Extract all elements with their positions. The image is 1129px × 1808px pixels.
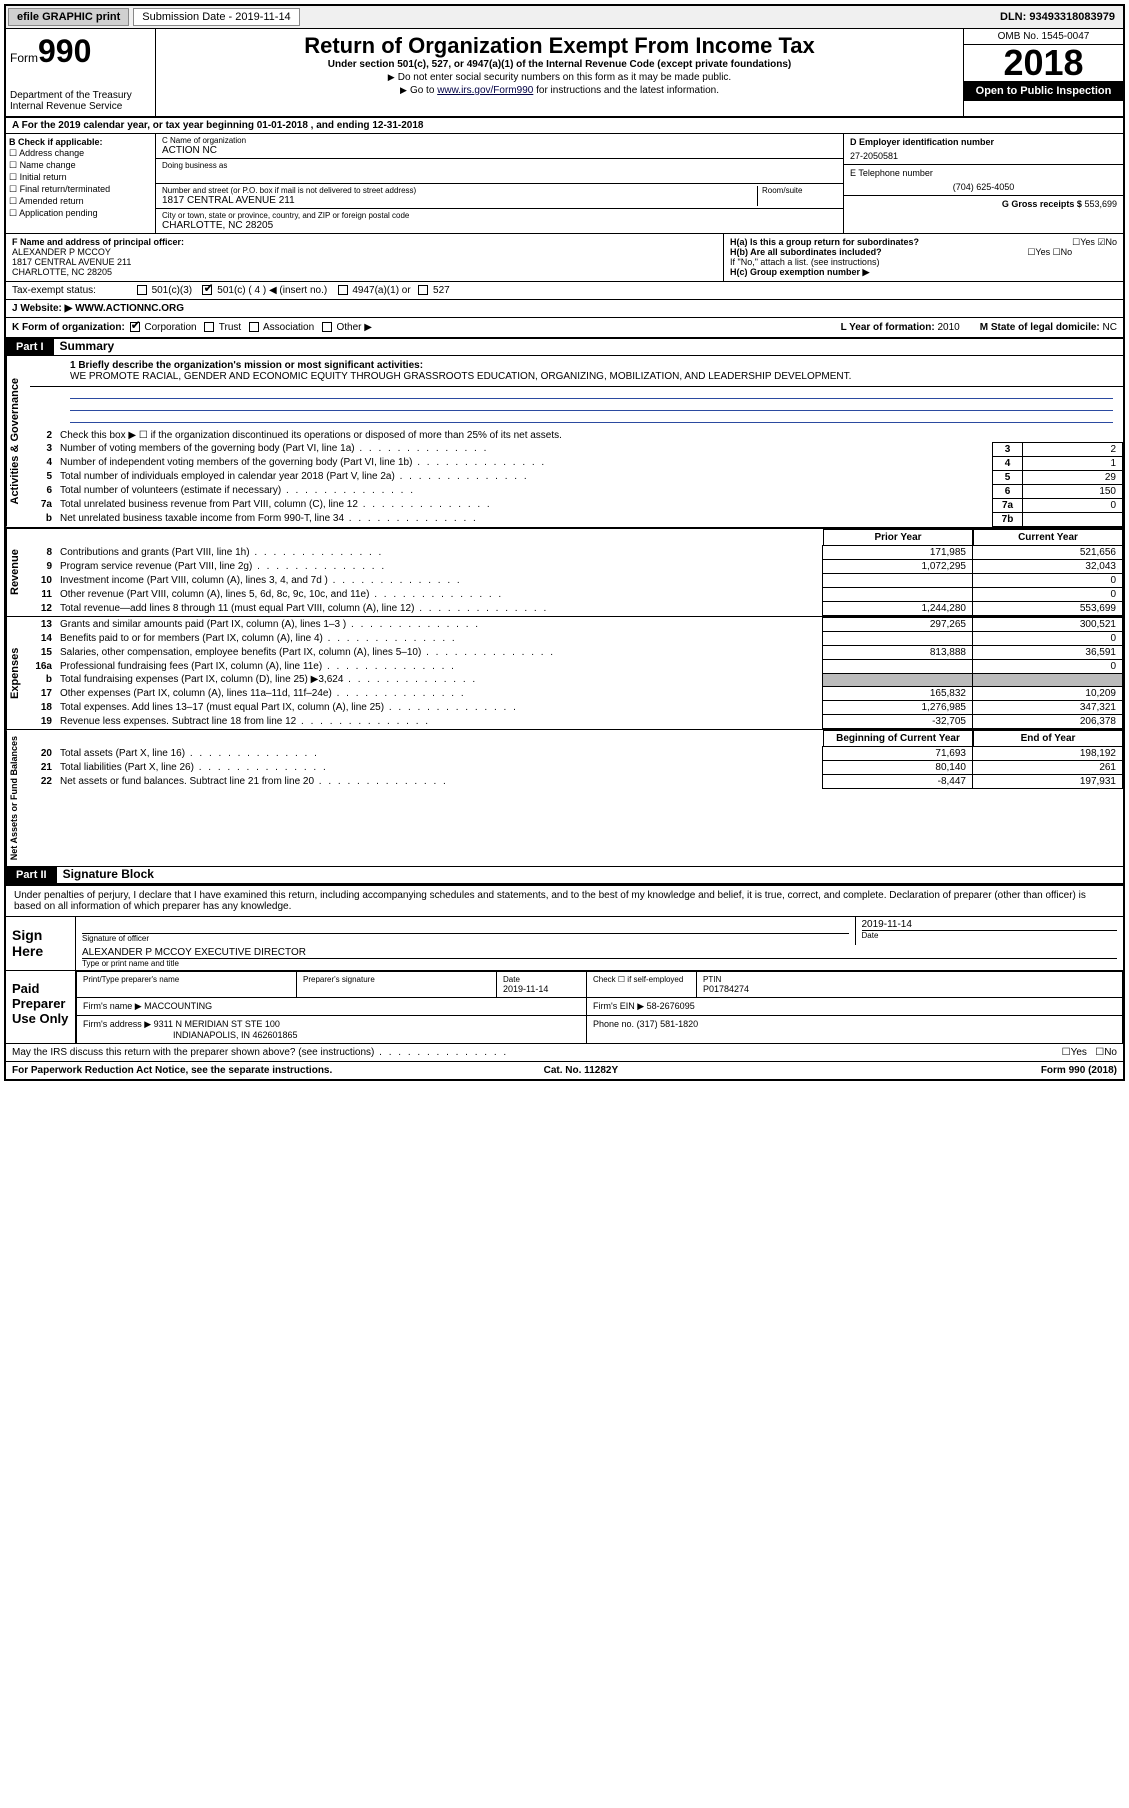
- form-of-org-row: K Form of organization: Corporation Trus…: [6, 318, 1123, 339]
- officer-signature[interactable]: Signature of officer: [76, 917, 856, 945]
- website-row: J Website: ▶ WWW.ACTIONNC.ORG: [6, 300, 1123, 318]
- chk-corporation[interactable]: [130, 322, 140, 332]
- table-row: 6Total number of volunteers (estimate if…: [30, 484, 1123, 498]
- expenses-label: Expenses: [6, 617, 30, 729]
- table-row: 9Program service revenue (Part VIII, lin…: [30, 559, 1123, 573]
- chk-527[interactable]: [418, 285, 428, 295]
- paid-preparer-label: Paid Preparer Use Only: [6, 971, 76, 1043]
- part-2-header: Part IISignature Block: [6, 867, 1123, 884]
- irs-link[interactable]: www.irs.gov/Form990: [437, 85, 533, 96]
- preparer-table: Print/Type preparer's name Preparer's si…: [76, 971, 1123, 1043]
- instruction-line-1: Do not enter social security numbers on …: [164, 72, 955, 83]
- table-row: 16aProfessional fundraising fees (Part I…: [30, 659, 1123, 673]
- table-row: 3Number of voting members of the governi…: [30, 442, 1123, 456]
- table-row: 20Total assets (Part X, line 16)71,69319…: [30, 746, 1123, 760]
- table-row: 18Total expenses. Add lines 13–17 (must …: [30, 700, 1123, 714]
- org-name-cell: C Name of organization ACTION NC: [156, 134, 843, 159]
- phone-cell: E Telephone number (704) 625-4050: [844, 165, 1123, 196]
- chk-address-change[interactable]: ☐ Address change: [9, 148, 152, 159]
- instruction-line-2: Go to www.irs.gov/Form990 for instructio…: [164, 85, 955, 96]
- chk-name-change[interactable]: ☐ Name change: [9, 160, 152, 171]
- dba-cell: Doing business as: [156, 159, 843, 184]
- table-row: 10Investment income (Part VIII, column (…: [30, 573, 1123, 587]
- form-subtitle: Under section 501(c), 527, or 4947(a)(1)…: [164, 59, 955, 70]
- form-number: Form990: [10, 33, 151, 70]
- chk-501c[interactable]: [202, 285, 212, 295]
- chk-pending[interactable]: ☐ Application pending: [9, 208, 152, 219]
- chk-4947[interactable]: [338, 285, 348, 295]
- netassets-table: 20Total assets (Part X, line 16)71,69319…: [30, 746, 1123, 789]
- efile-button[interactable]: efile GRAPHIC print: [8, 8, 129, 26]
- table-row: 12Total revenue—add lines 8 through 11 (…: [30, 601, 1123, 615]
- table-row: 8Contributions and grants (Part VIII, li…: [30, 545, 1123, 559]
- tax-year: 2018: [964, 45, 1123, 81]
- table-row: 2Check this box ▶ ☐ if the organization …: [30, 429, 1123, 442]
- ein-cell: D Employer identification number 27-2050…: [844, 134, 1123, 165]
- table-row: bNet unrelated business taxable income f…: [30, 512, 1123, 526]
- end-year-hdr: End of Year: [973, 730, 1123, 746]
- gross-receipts: G Gross receipts $ 553,699: [844, 196, 1123, 212]
- table-row: 22Net assets or fund balances. Subtract …: [30, 774, 1123, 788]
- table-row: 19Revenue less expenses. Subtract line 1…: [30, 714, 1123, 728]
- section-b-checkboxes: B Check if applicable: ☐ Address change …: [6, 134, 156, 233]
- chk-final-return[interactable]: ☐ Final return/terminated: [9, 184, 152, 195]
- dept-treasury: Department of the Treasury Internal Reve…: [10, 90, 151, 112]
- public-inspection: Open to Public Inspection: [964, 81, 1123, 101]
- table-row: 17Other expenses (Part IX, column (A), l…: [30, 686, 1123, 700]
- dln-label: DLN: 93493318083979: [1000, 11, 1121, 23]
- prior-year-hdr: Prior Year: [823, 529, 973, 545]
- table-row: bTotal fundraising expenses (Part IX, co…: [30, 673, 1123, 686]
- chk-trust[interactable]: [204, 322, 214, 332]
- tax-exempt-status: Tax-exempt status: 501(c)(3) 501(c) ( 4 …: [6, 282, 1123, 300]
- table-row: 11Other revenue (Part VIII, column (A), …: [30, 587, 1123, 601]
- revenue-label: Revenue: [6, 529, 30, 616]
- table-row: 13Grants and similar amounts paid (Part …: [30, 617, 1123, 631]
- table-row: 4Number of independent voting members of…: [30, 456, 1123, 470]
- signature-date: 2019-11-14 Date: [856, 917, 1124, 945]
- table-row: 5Total number of individuals employed in…: [30, 470, 1123, 484]
- chk-association[interactable]: [249, 322, 259, 332]
- activities-table: 2Check this box ▶ ☐ if the organization …: [30, 429, 1123, 527]
- sign-here-label: Sign Here: [6, 917, 76, 970]
- city-cell: City or town, state or province, country…: [156, 209, 843, 233]
- table-row: 14Benefits paid to or for members (Part …: [30, 631, 1123, 645]
- activities-label: Activities & Governance: [6, 356, 30, 527]
- address-cell: Number and street (or P.O. box if mail i…: [156, 184, 843, 209]
- chk-501c3[interactable]: [137, 285, 147, 295]
- form-title: Return of Organization Exempt From Incom…: [164, 33, 955, 59]
- submission-date: Submission Date - 2019-11-14: [133, 8, 299, 26]
- revenue-table: 8Contributions and grants (Part VIII, li…: [30, 545, 1123, 616]
- netassets-label: Net Assets or Fund Balances: [6, 730, 30, 866]
- chk-initial-return[interactable]: ☐ Initial return: [9, 172, 152, 183]
- form-header: Form990 Department of the Treasury Inter…: [6, 29, 1123, 118]
- signature-declaration: Under penalties of perjury, I declare th…: [6, 886, 1123, 917]
- table-row: 7aTotal unrelated business revenue from …: [30, 498, 1123, 512]
- chk-amended[interactable]: ☐ Amended return: [9, 196, 152, 207]
- top-toolbar: efile GRAPHIC print Submission Date - 20…: [6, 6, 1123, 29]
- begin-year-hdr: Beginning of Current Year: [823, 730, 973, 746]
- part-1-header: Part ISummary: [6, 339, 1123, 356]
- chk-other[interactable]: [322, 322, 332, 332]
- discuss-row: May the IRS discuss this return with the…: [6, 1044, 1123, 1061]
- current-year-hdr: Current Year: [973, 529, 1123, 545]
- expenses-table: 13Grants and similar amounts paid (Part …: [30, 617, 1123, 729]
- page-footer: For Paperwork Reduction Act Notice, see …: [6, 1061, 1123, 1079]
- principal-officer: F Name and address of principal officer:…: [6, 234, 723, 281]
- table-row: 15Salaries, other compensation, employee…: [30, 645, 1123, 659]
- section-h: H(a) Is this a group return for subordin…: [723, 234, 1123, 281]
- section-a-tax-year: A For the 2019 calendar year, or tax yea…: [6, 118, 1123, 134]
- officer-name-title: ALEXANDER P MCCOY EXECUTIVE DIRECTOR Typ…: [76, 945, 1123, 970]
- table-row: 21Total liabilities (Part X, line 26)80,…: [30, 760, 1123, 774]
- mission-text: 1 Briefly describe the organization's mi…: [30, 356, 1123, 387]
